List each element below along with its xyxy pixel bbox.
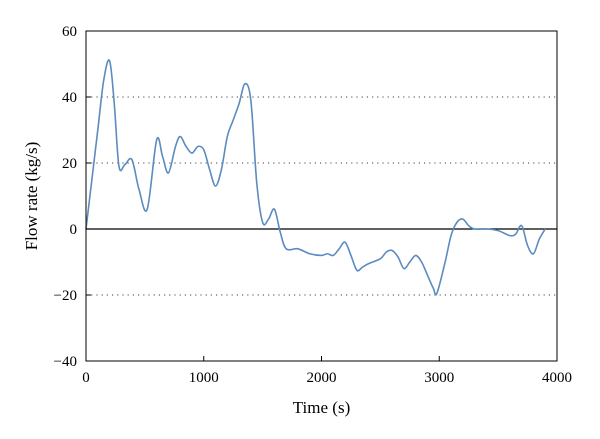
x-tick-label: 2000 xyxy=(307,370,337,386)
plot-area-frame xyxy=(85,30,558,362)
series-line xyxy=(85,59,546,296)
y-axis-title: Flow rate (kg/s) xyxy=(22,142,41,251)
x-tick-label: 0 xyxy=(82,370,90,386)
y-tick-label: −20 xyxy=(54,288,77,304)
x-tick-label: 1000 xyxy=(189,370,219,386)
x-tick-label: 3000 xyxy=(424,370,454,386)
y-tick-labels: 60 40 20 0 −20 −40 xyxy=(54,24,77,370)
y-tick-label: 40 xyxy=(62,90,77,106)
gridlines xyxy=(86,96,557,296)
x-axis-title: Time (s) xyxy=(293,398,350,417)
x-tick-labels: 0 1000 2000 3000 4000 xyxy=(82,370,572,386)
y-tick-label: 60 xyxy=(62,24,77,40)
x-tick-label: 4000 xyxy=(542,370,572,386)
series-group xyxy=(85,59,546,296)
y-tick-label: 20 xyxy=(62,156,77,172)
y-tick-label: 0 xyxy=(70,222,78,238)
y-tick-label: −40 xyxy=(54,354,77,370)
tick-marks xyxy=(85,30,558,362)
